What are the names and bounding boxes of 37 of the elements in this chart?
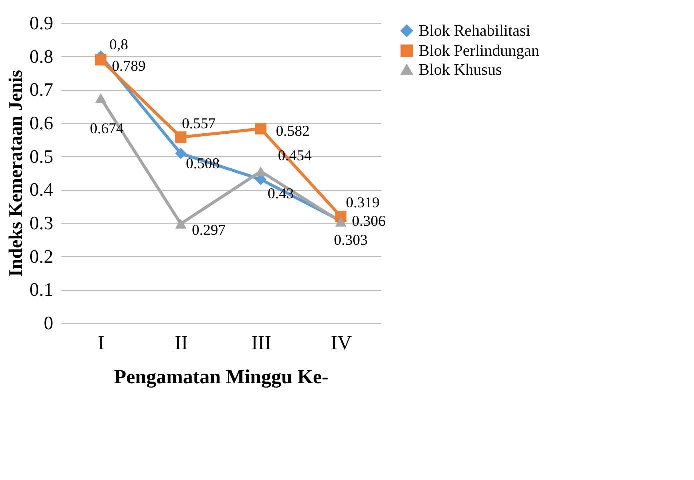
point <box>95 93 107 104</box>
y-tick-label: 0.7 <box>30 80 54 102</box>
point <box>175 219 187 229</box>
x-tick-label: IV <box>330 332 353 354</box>
point <box>175 148 187 160</box>
x-tick-label: III <box>252 332 272 354</box>
y-tick-label: 0.6 <box>30 114 54 134</box>
point <box>255 166 267 177</box>
data-label: 0.297 <box>192 223 226 239</box>
data-label: 0.582 <box>276 124 310 140</box>
data-label: 0.303 <box>334 233 368 249</box>
legend-label: Blok Khusus <box>419 62 502 79</box>
data-label: 0.789 <box>112 59 146 75</box>
data-label: 0.674 <box>90 121 124 138</box>
y-tick-label: 0.5 <box>30 146 54 168</box>
x-tick-label: II <box>174 332 188 354</box>
point <box>175 132 187 144</box>
y-tick-label: 0 <box>44 314 54 334</box>
data-label: 0.43 <box>268 186 294 203</box>
legend-label: Blok Rehabilitasi <box>419 23 532 40</box>
x-axis-title: Pengamatan Minggu Ke- <box>114 366 329 388</box>
y-tick-label: 0.9 <box>30 14 54 34</box>
data-label: 0.508 <box>186 156 220 173</box>
point <box>95 54 107 66</box>
data-label: 0.557 <box>182 116 216 132</box>
y-tick-label: 0.4 <box>30 180 54 202</box>
x-tick-label: I <box>98 332 105 354</box>
point <box>255 123 267 135</box>
legend-label: Blok Perlindungan <box>419 43 540 60</box>
y-tick-label: 0.3 <box>30 214 54 234</box>
data-label: 0.319 <box>346 196 380 212</box>
y-tick-label: 0.8 <box>30 46 54 68</box>
data-label: 0.306 <box>352 214 386 230</box>
y-tick-label: 0.2 <box>30 246 54 268</box>
y-tick-label: 0.1 <box>30 280 54 302</box>
y-axis-title: Indeks Kemerataan Jenis <box>6 70 27 277</box>
data-label: 0,8 <box>110 37 128 54</box>
